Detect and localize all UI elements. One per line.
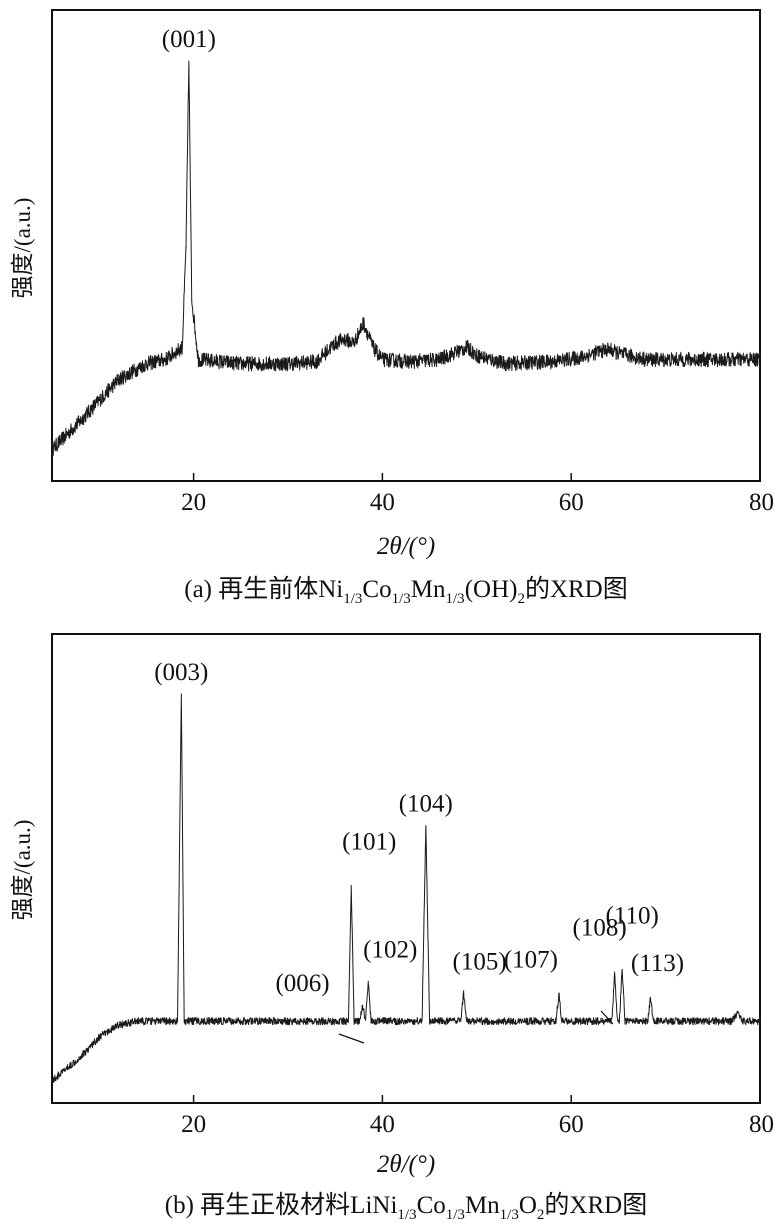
leader-line-108: [600, 1010, 614, 1025]
peak-label-001: (001): [162, 26, 216, 53]
peak-label-101: (101): [342, 829, 396, 856]
caption-text: 的XRD图: [525, 575, 628, 603]
panel-a-frame: [51, 9, 761, 482]
leader-line-006: [338, 1033, 365, 1044]
caption-prefix: (a) 再生前体Ni: [184, 575, 343, 603]
panel-b-cathode-xrd: 20 40 60 80 (003)(101)(006)(102)(104)(105)(…: [10, 633, 774, 1223]
peak-label-102: (102): [363, 936, 417, 963]
x-tick-label-80: 80: [749, 489, 774, 516]
panel-a-xrd-pattern: [51, 60, 761, 457]
panel-a-x-ticks: 20 40 60 80: [181, 473, 774, 516]
caption-subscript: 1/3: [392, 591, 411, 607]
x-tick-label-40: 40: [370, 1111, 395, 1138]
peak-label-006: (006): [275, 970, 329, 997]
caption-subscript: 2: [537, 1207, 545, 1223]
caption-subscript: 1/3: [446, 591, 465, 607]
caption-text: Co: [417, 1192, 446, 1219]
peak-label-104: (104): [399, 791, 453, 818]
peak-label-110: (110): [606, 902, 659, 929]
panel-b-x-axis-label: 2θ/(°): [377, 1151, 435, 1178]
caption-subscript: 1/3: [446, 1207, 465, 1223]
panel-b-caption: (b) 再生正极材料LiNi1/3Co1/3Mn1/3O2的XRD图: [165, 1191, 647, 1223]
panel-b-peak-labels: (003) (101) (006) (102) (104) (105)(107) (108)…: [154, 659, 684, 997]
peak-label-113: (113): [631, 950, 684, 977]
panel-a-x-axis-label: 2θ/(°): [377, 533, 435, 560]
caption-text: 的XRD图: [544, 1191, 647, 1219]
panel-b-xrd-pattern: [51, 693, 761, 1085]
x-tick-label-80: 80: [749, 1111, 774, 1138]
panel-a-caption: (a) 再生前体Ni1/3Co1/3Mn1/3(OH)2的XRD图: [184, 575, 628, 607]
panel-b-y-axis-label: 强度/(a.u.): [10, 820, 35, 921]
caption-text: Mn: [411, 576, 446, 603]
panel-a-precursor-xrd: 20 40 60 80 (001) 强度/(a.u.) 2θ/(°) (a) 再生前体…: [10, 9, 774, 607]
caption-text: O: [519, 1192, 537, 1219]
caption-text: (OH): [465, 576, 518, 603]
caption-subscript: 1/3: [397, 1207, 416, 1223]
caption-prefix: (b) 再生正极材料LiNi: [165, 1191, 398, 1219]
caption-subscript: 2: [517, 591, 525, 607]
peak-label-107: (107): [504, 946, 558, 973]
panel-a-peak-labels: (001): [162, 26, 216, 53]
caption-subscript: 1/3: [500, 1207, 519, 1223]
panel-a-y-axis-label: 强度/(a.u.): [10, 198, 35, 299]
panel-b-x-ticks: 20 40 60 80: [181, 1095, 774, 1138]
caption-text: Mn: [465, 1192, 500, 1219]
peak-label-105: (105): [453, 948, 507, 975]
caption-text: Co: [362, 576, 391, 603]
x-tick-label-40: 40: [370, 489, 395, 516]
x-tick-label-20: 20: [181, 1111, 206, 1138]
caption-subscript: 1/3: [343, 591, 362, 607]
x-tick-label-60: 60: [559, 1111, 584, 1138]
peak-label-108: (108): [573, 914, 627, 941]
x-tick-label-60: 60: [559, 489, 584, 516]
x-tick-label-20: 20: [181, 489, 206, 516]
peak-label-003: (003): [154, 659, 208, 686]
panel-b-frame: [51, 633, 761, 1104]
